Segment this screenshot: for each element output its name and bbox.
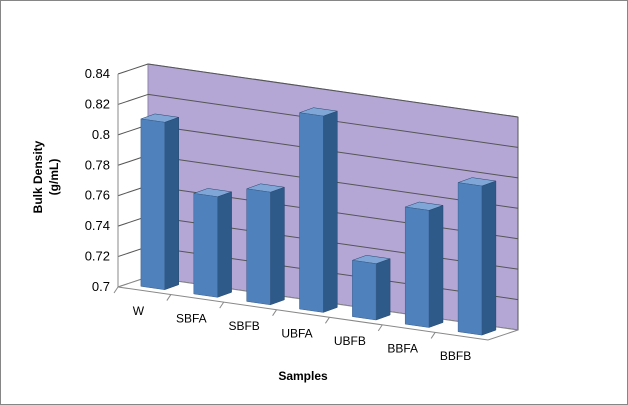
bar-side-face [217, 191, 232, 298]
bar-side-face [375, 258, 391, 321]
y-tick-label: 0.78 [85, 157, 110, 172]
gridline-depth [117, 63, 149, 75]
bar-front-face [140, 118, 165, 290]
gridline-depth [117, 93, 149, 105]
y-tick-label: 0.7 [92, 279, 110, 294]
x-tick-mark [219, 301, 225, 309]
y-tick-label: 0.76 [85, 188, 110, 203]
x-tick-mark [325, 317, 330, 324]
bar-side-face [270, 186, 285, 306]
bar-front-face [457, 182, 483, 336]
bar-W [140, 113, 179, 291]
bar-front-face [404, 206, 430, 328]
y-tick-label: 0.72 [85, 249, 110, 264]
bar-front-face [246, 188, 271, 306]
bar-BBFB [457, 177, 497, 336]
bar-side-face [428, 205, 444, 328]
y-axis-ticks: 0.7 0.72 0.74 0.76 0.78 0.8 0.82 0.84 [85, 66, 110, 294]
y-tick-label: 0.84 [85, 66, 110, 81]
x-category-label: SBFB [228, 319, 259, 333]
x-category-label: UBFA [281, 327, 312, 341]
x-category-label: BBFB [440, 349, 471, 363]
y-axis-title-line1: Bulk Density [31, 140, 45, 213]
bar-side-face [323, 110, 338, 313]
x-axis-categories: W SBFA SBFB UBFA UBFB BBFA BBFB [113, 286, 471, 363]
y-tick-label: 0.74 [85, 218, 110, 233]
y-tick-label: 0.82 [85, 96, 110, 111]
bar-front-face [193, 193, 218, 298]
bar-side-face [481, 180, 497, 336]
bar-UBFA [299, 107, 338, 313]
bar-SBFB [246, 183, 285, 306]
bars [140, 107, 497, 336]
x-tick-mark [377, 324, 383, 332]
bar-SBFA [193, 188, 232, 298]
bar-side-face [164, 116, 179, 291]
gridline [147, 63, 519, 118]
x-tick-mark [166, 294, 172, 301]
x-category-label: W [133, 304, 145, 318]
bar-front-face [352, 260, 377, 321]
x-axis-title: Samples [278, 369, 328, 383]
x-tick-mark [430, 332, 436, 339]
bar-UBFB [352, 255, 391, 321]
y-tick-label: 0.8 [92, 127, 110, 142]
x-category-label: UBFB [334, 334, 366, 348]
x-category-label: SBFA [176, 311, 207, 325]
y-axis-title-line2: (g/mL) [47, 159, 61, 196]
x-category-label: BBFA [387, 342, 418, 356]
x-tick-mark [113, 286, 119, 294]
bar-BBFA [404, 201, 444, 328]
bar-front-face [299, 112, 324, 313]
x-tick-mark [272, 309, 277, 316]
